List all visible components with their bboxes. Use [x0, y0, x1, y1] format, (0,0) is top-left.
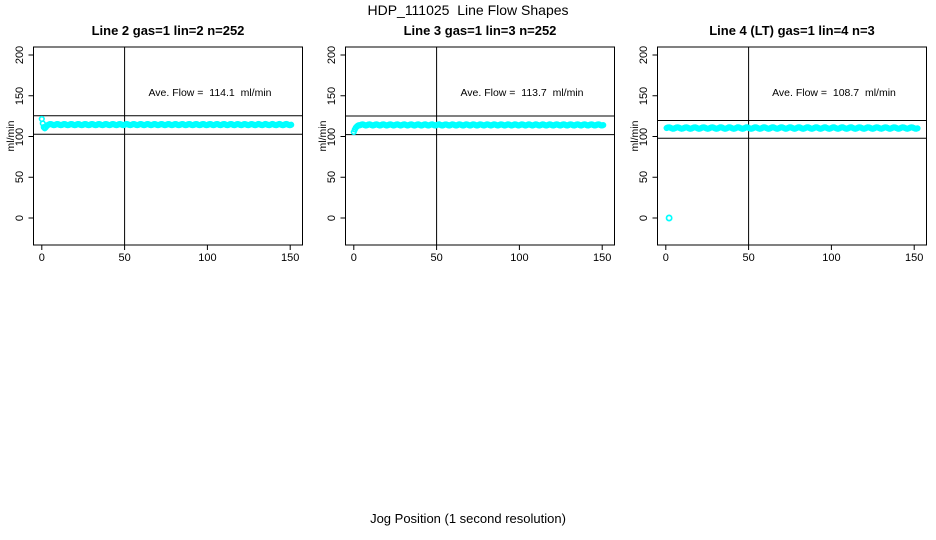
y-tick-label: 200: [325, 45, 338, 65]
y-tick-label: 100: [325, 127, 338, 146]
x-tick-label: 150: [905, 252, 924, 264]
y-tick-label: 0: [325, 214, 338, 222]
y-tick-label: 0: [637, 214, 650, 222]
y-tick-label: 50: [325, 171, 338, 184]
panel-2-ave-flow-annotation: Ave. Flow = 113.7 ml/min: [460, 87, 584, 99]
panel-3-title: Line 4 (LT) gas=1 lin=4 n=3: [709, 23, 875, 38]
panel-1-title: Line 2 gas=1 lin=2 n=252: [91, 23, 245, 38]
data-point: [600, 121, 607, 129]
x-tick-label: 0: [662, 252, 669, 264]
y-tick-label: 100: [637, 127, 650, 146]
x-tick-label: 150: [281, 252, 300, 264]
y-tick-label: 0: [13, 214, 26, 222]
x-tick-label: 50: [118, 252, 131, 264]
y-tick-label: 50: [13, 171, 26, 184]
y-tick-label: 200: [13, 45, 26, 65]
x-tick-label: 100: [510, 252, 529, 264]
y-tick-label: 150: [325, 86, 338, 105]
panel-2-title: Line 3 gas=1 lin=3 n=252: [403, 23, 557, 38]
x-tick-label: 50: [430, 252, 443, 264]
x-tick-label: 100: [822, 252, 841, 264]
y-tick-label: 100: [13, 127, 26, 146]
outlier-point: [665, 214, 673, 222]
data-point: [288, 121, 295, 128]
x-tick-label: 50: [742, 252, 755, 264]
x-tick-label: 150: [593, 252, 612, 264]
data-point: [914, 125, 921, 132]
x-tick-label: 0: [350, 252, 357, 264]
panel-1-ave-flow-annotation: Ave. Flow = 114.1 ml/min: [148, 87, 272, 99]
x-tick-label: 100: [198, 252, 217, 264]
y-tick-label: 150: [637, 86, 650, 105]
plot-box: [657, 46, 927, 246]
chart-title: HDP_111025 Line Flow Shapes: [367, 2, 569, 18]
y-tick-label: 200: [637, 45, 650, 65]
panel-3-ave-flow-annotation: Ave. Flow = 108.7 ml/min: [772, 87, 896, 99]
plot-box: [33, 46, 303, 246]
plot-box: [345, 46, 615, 246]
y-tick-label: 150: [13, 86, 26, 105]
x-tick-label: 0: [38, 252, 45, 264]
x-axis-title: Jog Position (1 second resolution): [370, 511, 566, 526]
y-tick-label: 50: [637, 171, 650, 184]
